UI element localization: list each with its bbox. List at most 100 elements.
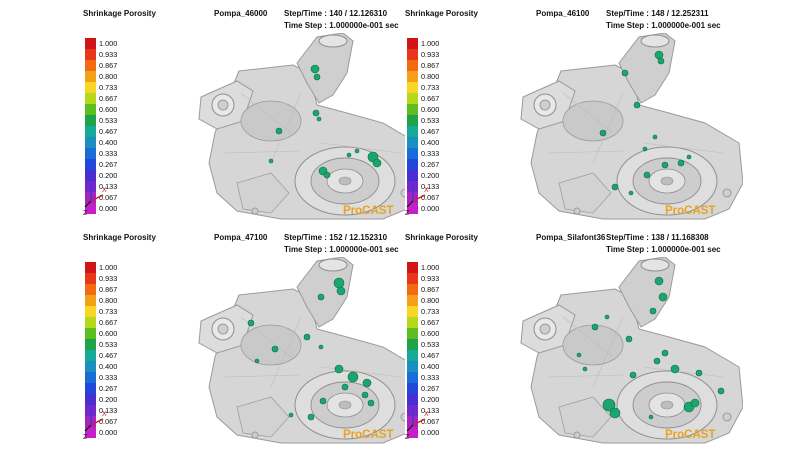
legend-tick-label: 0.867 [421,285,440,294]
svg-text:Z: Z [83,210,88,217]
legend-tick-label: 0.133 [421,182,440,191]
porosity-spot [591,323,599,331]
svg-text:Y: Y [88,402,93,409]
panel-2: Shrinkage Porosity Pompa_47100 Step/Time :… [83,229,443,447]
legend-swatch [407,284,418,295]
legend-tick-label: 0.333 [421,373,440,382]
legend-swatch [407,262,418,273]
svg-text:X: X [424,411,429,418]
legend-tick-label: 0.667 [421,94,440,103]
porosity-spot [633,101,641,109]
legend-tick-label: 0.200 [421,395,440,404]
procast-logo: ProCAST [665,429,716,441]
legend-swatch [85,104,96,115]
porosity-spot [268,158,274,164]
legend-tick-label: 0.267 [99,160,118,169]
porosity-spot [247,319,255,327]
porosity-spot [313,73,321,81]
legend-tick-label: 0.067 [99,193,118,202]
legend-swatch [85,203,96,214]
legend-tick-label: 0.133 [421,406,440,415]
casting-model [520,257,743,444]
legend-tick-label: 0.400 [421,138,440,147]
svg-text:X: X [102,187,107,194]
legend-swatch [407,306,418,317]
legend-tick-label: 0.800 [99,72,118,81]
porosity-spot [690,398,700,408]
legend-swatch [85,262,96,273]
porosity-spot [372,158,382,168]
casting-model [198,257,421,444]
legend-tick-label: 0.333 [99,373,118,382]
porosity-spot [288,412,294,418]
porosity-spot [611,183,619,191]
legend-swatch [407,361,418,372]
step-time: Step/Time : 138 / 11.168308 [606,233,709,242]
porosity-spot [316,116,322,122]
porosity-spot [341,383,349,391]
legend-swatch [85,361,96,372]
model-name: Pompa_Silafont36 [536,233,606,242]
model-name: Pompa_47100 [214,233,268,242]
legend-swatch [85,115,96,126]
legend-tick-label: 0.067 [421,417,440,426]
legend-tick-label: 0.667 [99,94,118,103]
porosity-spot [275,127,283,135]
legend-swatch [85,82,96,93]
panel-title: Shrinkage Porosity [83,9,156,18]
porosity-spot [604,314,610,320]
porosity-spot [336,286,346,296]
porosity-spot [346,152,352,158]
legend-tick-label: 0.600 [99,329,118,338]
legend-tick-label: 0.533 [99,340,118,349]
porosity-spot [649,307,657,315]
porosity-spot [625,335,633,343]
porosity-spot [653,357,661,365]
porosity-spot [576,352,582,358]
legend-tick-label: 0.400 [421,362,440,371]
legend-tick-label: 0.067 [99,417,118,426]
color-legend: 1.000 0.933 0.867 0.800 0.733 0.667 0.600 0.533… [405,262,465,444]
legend-swatch [85,49,96,60]
porosity-spot [333,277,345,289]
legend-swatch [407,295,418,306]
axis-triad-icon: Y X Z [405,178,429,217]
legend-swatch [407,93,418,104]
porosity-spot [347,371,359,383]
porosity-spot [318,344,324,350]
porosity-spot [642,146,648,152]
porosity-spot [303,333,311,341]
legend-swatch [407,350,418,361]
model-name: Pompa_46100 [536,9,590,18]
time-step: Time Step : 1.000000e-001 sec [606,21,721,30]
porosity-spot [582,366,588,372]
legend-swatch [407,317,418,328]
legend-tick-label: 0.267 [99,384,118,393]
legend-swatch [85,71,96,82]
porosity-spot [652,134,658,140]
legend-swatch [407,137,418,148]
legend-tick-label: 0.467 [421,351,440,360]
legend-tick-label: 0.000 [99,428,118,437]
legend-swatch [85,126,96,137]
legend-swatch [85,328,96,339]
legend-tick-label: 0.133 [99,182,118,191]
step-time: Step/Time : 140 / 12.126310 [284,9,388,18]
legend-tick-label: 0.533 [99,116,118,125]
axis-triad-icon: Y X Z [405,402,429,441]
porosity-spot [599,129,607,137]
legend-swatch [85,284,96,295]
porosity-spot [648,414,654,420]
casting-model [198,33,421,220]
legend-swatch [85,159,96,170]
legend-tick-label: 0.733 [421,307,440,316]
legend-swatch [407,38,418,49]
porosity-spot [310,64,320,74]
legend-tick-label: 0.933 [421,50,440,59]
legend-swatch [407,82,418,93]
porosity-spot [271,345,279,353]
legend-swatch [407,115,418,126]
porosity-spot [361,391,369,399]
porosity-spot [686,154,692,160]
porosity-spot [658,292,668,302]
